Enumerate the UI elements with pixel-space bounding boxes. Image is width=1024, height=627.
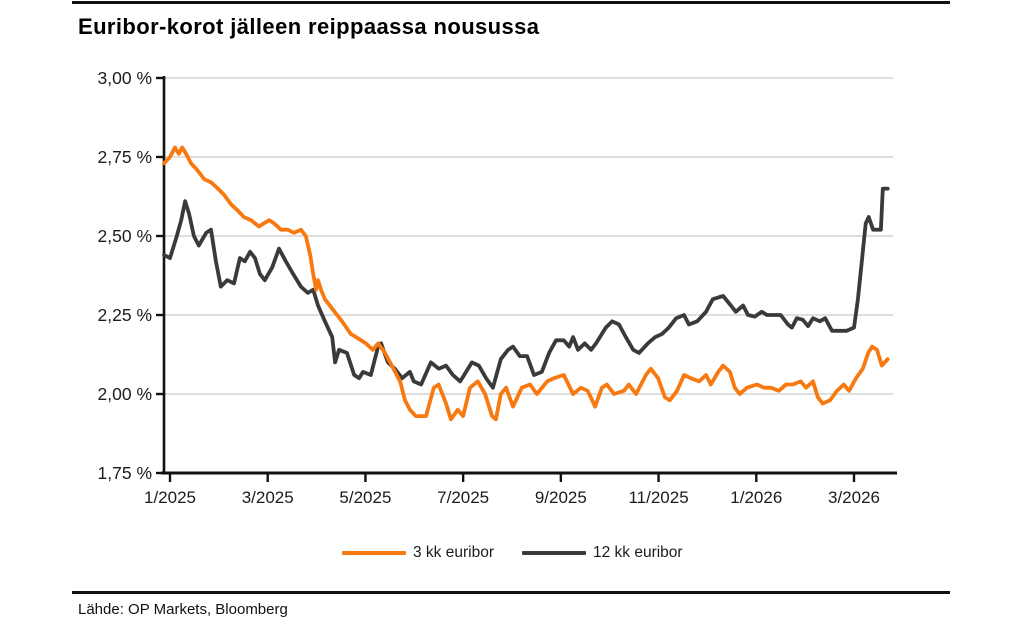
bottom-divider	[72, 591, 950, 594]
y-tick-label: 2,50 %	[98, 226, 152, 246]
y-tick-label: 2,00 %	[98, 384, 152, 404]
y-tick-label: 1,75 %	[98, 463, 152, 483]
x-tick-label: 1/2026	[730, 488, 782, 507]
y-tick-label: 2,75 %	[98, 147, 152, 167]
y-tick-label: 3,00 %	[98, 68, 152, 88]
x-tick-label: 9/2025	[535, 488, 587, 507]
legend-item-3kk-euribor: 3 kk euribor	[342, 544, 494, 562]
source-caption: Lähde: OP Markets, Bloomberg	[78, 601, 288, 618]
legend-item-12kk-euribor: 12 kk euribor	[521, 544, 683, 562]
y-axis-ticks-group	[156, 76, 164, 475]
gridlines-group	[164, 77, 893, 395]
x-tick-label: 7/2025	[437, 488, 489, 507]
series-line-3kk-euribor	[162, 145, 890, 422]
x-tick-label: 11/2025	[628, 488, 688, 507]
x-tick-label: 3/2025	[242, 488, 294, 507]
y-tick-label: 2,25 %	[98, 305, 152, 325]
legend-label-12kk-euribor: 12 kk euribor	[592, 544, 683, 561]
x-tick-label: 1/2025	[144, 488, 196, 507]
chart-plot-svg: 3,00 % 2,75 % 2,50 % 2,25 % 2,00 % 1,75 % 1/2…	[98, 68, 897, 507]
y-axis-labels-group: 3,00 % 2,75 % 2,50 % 2,25 % 2,00 % 1,75 %	[98, 68, 152, 483]
legend-swatch-12kk-euribor	[521, 551, 586, 555]
chart-legend: 3 kk euribor 12 kk euribor	[342, 544, 683, 562]
chart-title: Euribor-korot jälleen reippaassa noususs…	[78, 14, 540, 39]
legend-label-3kk-euribor: 3 kk euribor	[413, 544, 494, 561]
x-tick-label: 5/2025	[339, 488, 391, 507]
top-divider	[72, 1, 950, 4]
x-axis-labels-group: 1/2025 3/2025 5/2025 7/2025 9/2025 11/2025 1/2…	[144, 488, 880, 507]
series-line-12kk-euribor	[162, 186, 890, 390]
legend-swatch-3kk-euribor	[342, 551, 406, 555]
x-tick-label: 3/2026	[828, 488, 880, 507]
